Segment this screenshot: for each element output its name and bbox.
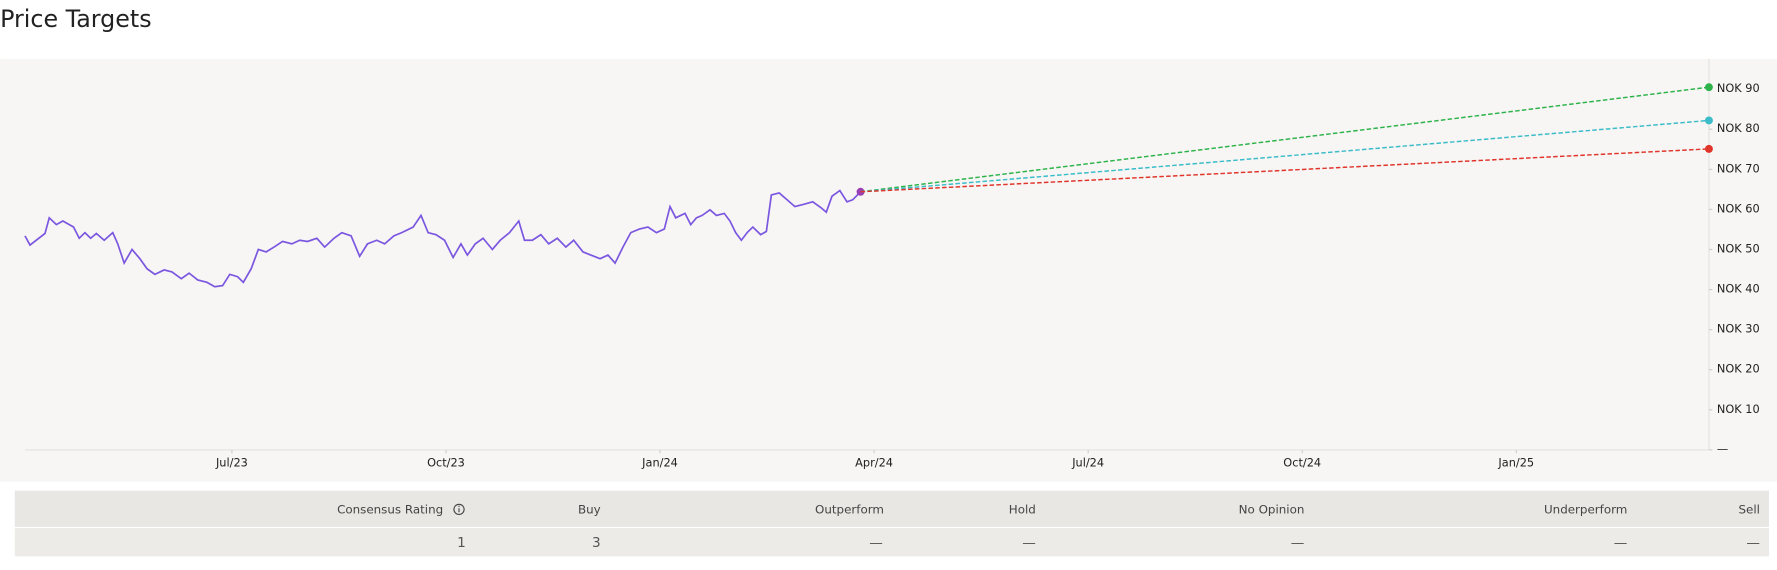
table-row-band [14,528,1769,557]
x-tick-label: Apr/24 [855,455,893,469]
page-title: Price Targets [0,5,152,33]
x-tick-label: Jan/24 [641,455,678,469]
x-tick-label: Oct/24 [1283,455,1321,469]
y-tick-label: NOK 90 [1717,81,1760,95]
table-cell: 1 [457,535,466,551]
table-header: Outperform [815,502,884,516]
end-marker [1704,116,1713,125]
end-marker [1704,83,1713,92]
x-tick-label: Oct/23 [427,455,465,469]
table-header: Buy [578,502,601,516]
y-tick-label: NOK 20 [1717,362,1760,376]
table-header: No Opinion [1239,502,1305,516]
y-tick-label: NOK 30 [1717,322,1760,336]
info-icon-dot [458,505,460,507]
info-icon[interactable] [453,503,465,516]
table-header: Underperform [1544,502,1627,516]
y-tick-label: NOK 50 [1717,241,1760,255]
table-cell: 3 [592,535,601,551]
chart-background [0,58,1777,482]
end-marker [1704,144,1713,153]
table-cell: — [869,535,883,551]
x-tick-label: Jul/24 [1071,455,1104,469]
info-icon-ring [453,503,465,516]
table-header: Sell [1738,502,1759,516]
target-line [860,148,1709,193]
table-cell: — [1614,535,1628,551]
table-cell: — [1746,535,1760,551]
y-tick-label: NOK 10 [1717,402,1760,416]
y-tick-label: NOK 60 [1717,201,1760,215]
price-line [24,189,862,288]
table-cell: — [1291,535,1305,551]
y-tick-label: — [1717,442,1728,456]
y-tick-label: NOK 80 [1717,121,1760,135]
target-line [860,119,1709,193]
table-header: Consensus Rating [337,502,443,516]
y-tick-label: NOK 70 [1717,161,1760,175]
table-header-band [14,490,1769,527]
table-header: Hold [1009,502,1036,516]
x-tick-label: Jul/23 [215,455,248,469]
table-cell: — [1022,535,1036,551]
y-tick-label: NOK 40 [1717,282,1760,296]
x-tick-label: Jan/25 [1497,455,1534,469]
